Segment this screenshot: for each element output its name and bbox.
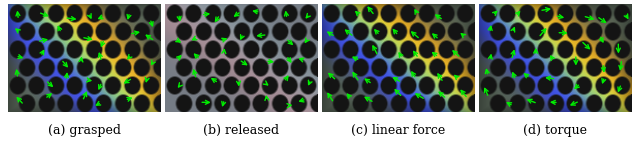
Text: (b) released: (b) released <box>204 124 280 137</box>
Text: (a) grasped: (a) grasped <box>48 124 121 137</box>
Text: (c) linear force: (c) linear force <box>351 124 445 137</box>
Text: (d) torque: (d) torque <box>524 124 588 137</box>
